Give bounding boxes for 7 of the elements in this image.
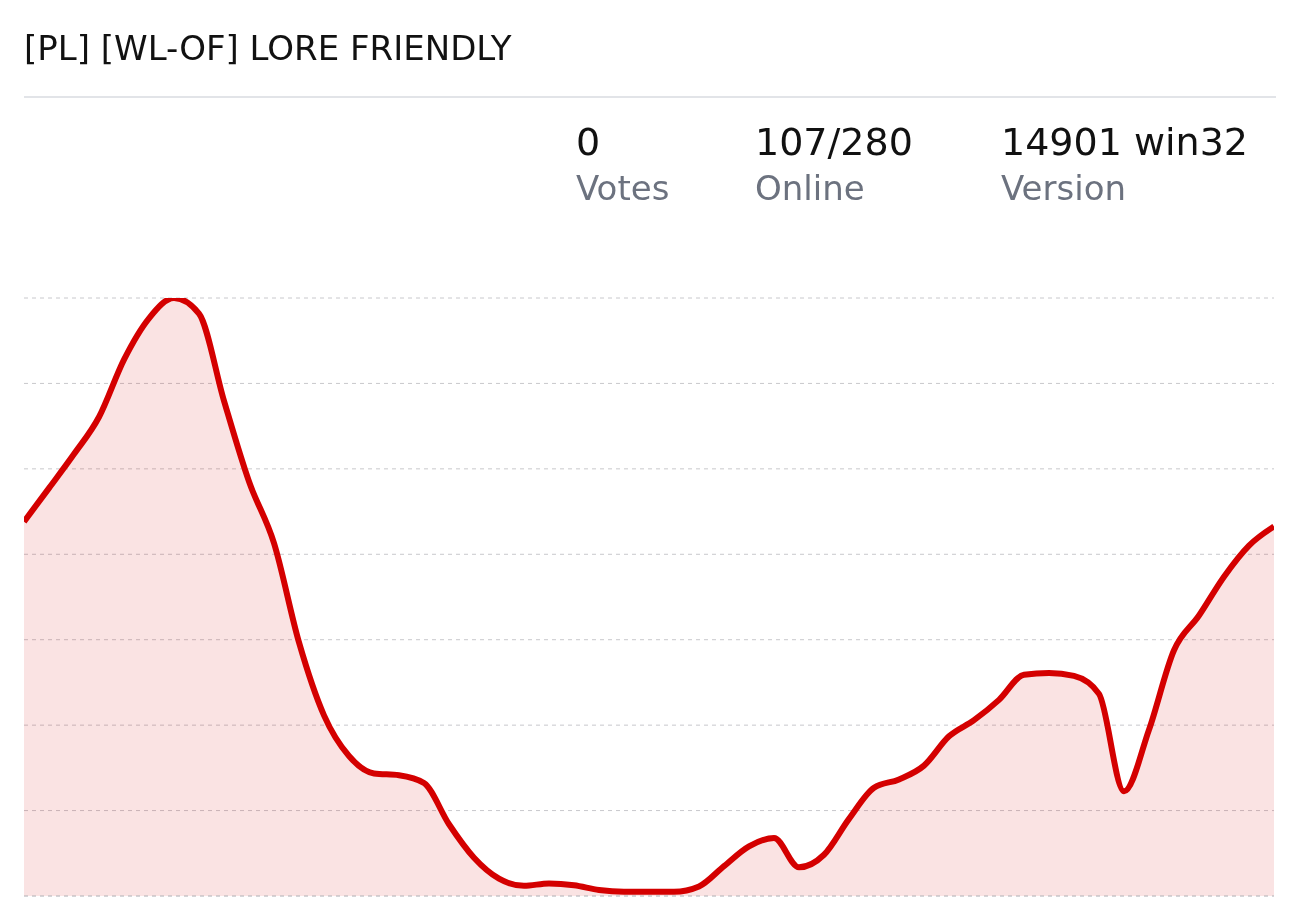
text: Version (1001, 168, 1128, 208)
text: 107/280 (755, 120, 913, 164)
text: 0 (576, 120, 602, 164)
text: Online (755, 168, 866, 208)
text: 14901 win32 (1001, 120, 1249, 164)
chart-title: [PL] [WL-OF] LORE FRIENDLY (24, 28, 512, 68)
text: Votes (576, 168, 670, 208)
